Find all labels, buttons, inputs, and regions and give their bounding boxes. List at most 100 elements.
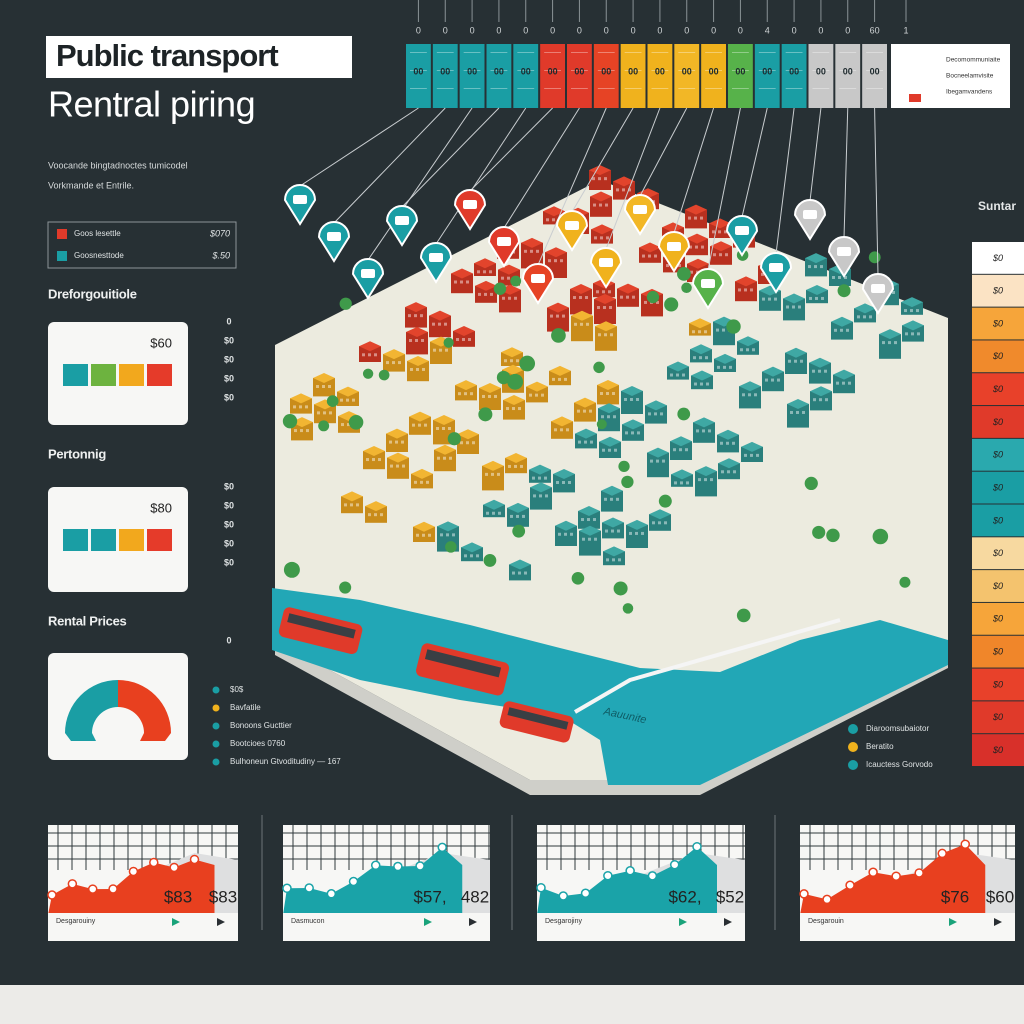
mini-area <box>283 847 463 915</box>
pin <box>351 258 385 300</box>
strip-cell-line <box>410 70 427 71</box>
building-side <box>365 506 387 523</box>
strip-cell-line <box>463 88 481 89</box>
window <box>597 306 600 310</box>
building-side <box>526 386 548 403</box>
strip-cell-line <box>812 52 830 53</box>
building-top <box>407 355 429 366</box>
window <box>733 470 736 474</box>
strip-cell-line <box>597 88 615 89</box>
window <box>422 367 425 371</box>
window <box>593 203 596 207</box>
window <box>746 348 749 352</box>
strip-head: 4 <box>765 25 770 35</box>
window <box>612 558 615 562</box>
window <box>485 472 488 476</box>
building-side <box>594 299 616 324</box>
building-top <box>409 411 431 422</box>
window <box>392 361 395 365</box>
window <box>819 398 822 402</box>
pin-icon <box>497 237 511 246</box>
window <box>635 531 638 535</box>
building-top <box>591 224 613 235</box>
window <box>578 440 581 444</box>
window <box>466 280 469 284</box>
window <box>712 230 715 234</box>
building-side <box>499 289 521 313</box>
mini-arrow <box>469 918 477 926</box>
window <box>620 295 623 299</box>
mini-dot <box>128 866 139 877</box>
building-top <box>645 400 667 411</box>
window <box>372 458 375 462</box>
strip-head: 0 <box>792 25 797 35</box>
building-side <box>685 209 707 229</box>
building-side <box>409 416 431 435</box>
mini-value: $76 <box>941 887 969 906</box>
strip-head: 0 <box>416 25 421 35</box>
mini-arrow <box>679 918 687 926</box>
building-side <box>671 474 693 487</box>
window <box>329 411 332 415</box>
window <box>685 448 688 452</box>
building-side <box>717 434 739 453</box>
building-side <box>529 469 551 483</box>
building-top <box>649 509 671 520</box>
window <box>698 330 701 334</box>
window <box>724 230 727 234</box>
right-item <box>972 471 1024 504</box>
mini-label: Desgarojiny <box>545 918 582 925</box>
strip-column <box>432 44 458 108</box>
tree <box>339 297 352 310</box>
strip-head: 0 <box>523 25 528 35</box>
strip-label: 00 <box>762 66 772 76</box>
tree <box>613 581 628 596</box>
window <box>299 405 302 409</box>
strip-label: 00 <box>735 66 745 76</box>
building-top <box>341 491 363 502</box>
tree <box>283 561 300 578</box>
tree <box>872 528 889 545</box>
window <box>652 521 655 525</box>
window <box>538 476 541 480</box>
mini-arrow <box>172 918 180 926</box>
window <box>725 253 728 257</box>
pin-icon <box>531 274 545 283</box>
tree <box>348 415 364 430</box>
tree <box>282 414 298 429</box>
mini-dot <box>370 860 381 871</box>
legend-dot <box>848 760 858 770</box>
building-top <box>429 310 451 321</box>
strip-cell-line <box>678 52 696 53</box>
building-top <box>545 247 567 258</box>
window <box>632 295 635 299</box>
window <box>624 397 627 401</box>
strip-head: 0 <box>845 25 850 35</box>
window <box>362 353 365 357</box>
window <box>676 373 679 377</box>
window <box>583 409 586 413</box>
building-side <box>386 433 408 452</box>
strip-column <box>674 44 700 108</box>
building-side <box>359 346 381 362</box>
building-top <box>451 268 473 279</box>
pin <box>759 252 793 294</box>
window <box>589 409 592 413</box>
window <box>768 297 771 301</box>
building-side <box>507 507 529 527</box>
building-side <box>647 452 669 478</box>
building-top <box>575 428 597 439</box>
strip-label: 00 <box>789 66 799 76</box>
window <box>472 441 475 445</box>
tree <box>837 284 851 298</box>
building-top <box>553 469 575 480</box>
strip-cell-line <box>812 70 830 71</box>
strip-cell-line <box>571 70 588 71</box>
mini-value: 482 <box>461 887 489 906</box>
building-side <box>475 285 497 303</box>
building-top <box>365 501 387 512</box>
card-value: $60 <box>150 335 172 350</box>
window <box>484 292 487 296</box>
mini-dot <box>437 842 447 853</box>
building-side <box>509 564 531 581</box>
